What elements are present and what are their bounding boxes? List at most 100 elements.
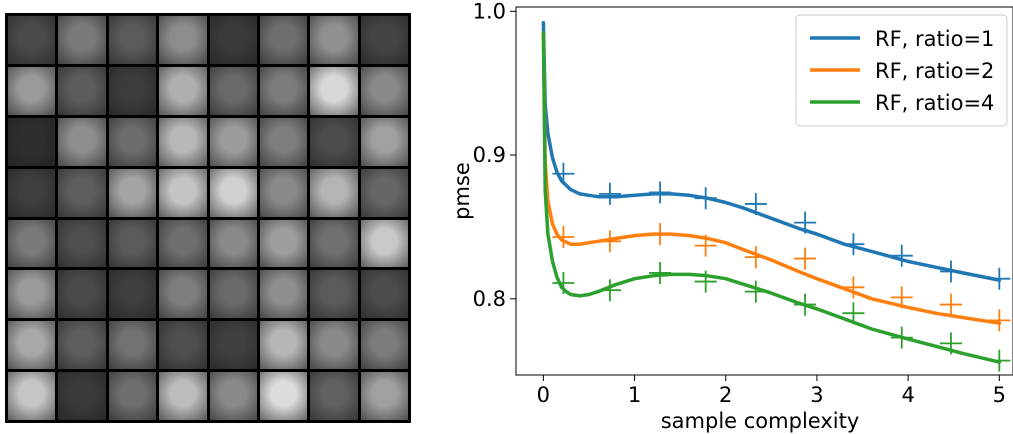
y-tick-label: 1.0 bbox=[473, 0, 506, 23]
sample-point-ratio4 bbox=[794, 293, 817, 316]
legend-frame bbox=[795, 14, 1008, 127]
y-tick-label: 0.8 bbox=[473, 287, 506, 311]
image-thumbnail bbox=[8, 270, 56, 319]
image-thumbnail bbox=[360, 372, 408, 420]
sample-point-ratio4 bbox=[744, 280, 767, 303]
image-thumbnail bbox=[159, 270, 207, 319]
x-tick-label: 3 bbox=[810, 383, 823, 407]
image-thumbnail bbox=[159, 219, 207, 268]
image-thumbnail bbox=[108, 168, 157, 217]
x-tick-label: 1 bbox=[628, 383, 641, 407]
image-thumbnail bbox=[159, 117, 207, 166]
legend-label-ratio4: RF, ratio=4 bbox=[875, 91, 994, 115]
image-thumbnail bbox=[108, 16, 157, 64]
sample-point-ratio1 bbox=[794, 211, 817, 234]
sample-point-ratio4 bbox=[552, 272, 575, 294]
image-thumbnail bbox=[310, 66, 358, 115]
sample-point-ratio2 bbox=[552, 226, 575, 248]
sample-point-ratio2 bbox=[890, 286, 913, 309]
legend: RF, ratio=1 RF, ratio=2 RF, ratio=4 bbox=[795, 14, 1008, 127]
image-thumbnail bbox=[209, 270, 257, 319]
image-thumbnail bbox=[58, 16, 106, 64]
image-thumbnail bbox=[108, 372, 157, 420]
x-tick-label: 4 bbox=[901, 383, 914, 407]
image-thumbnail bbox=[310, 219, 358, 268]
sample-point-ratio2 bbox=[694, 234, 717, 257]
image-thumbnail bbox=[259, 321, 308, 370]
x-tick-label: 0 bbox=[537, 383, 550, 407]
sample-point-ratio2 bbox=[988, 309, 1011, 332]
image-thumbnail bbox=[58, 117, 106, 166]
legend-label-ratio1: RF, ratio=1 bbox=[875, 27, 994, 51]
image-thumbnail bbox=[209, 117, 257, 166]
sample-point-ratio4 bbox=[598, 279, 621, 302]
image-thumbnail bbox=[159, 66, 207, 115]
image-thumbnail bbox=[58, 321, 106, 370]
image-thumbnail bbox=[259, 168, 308, 217]
image-thumbnail bbox=[360, 16, 408, 64]
image-thumbnail bbox=[360, 168, 408, 217]
sample-point-ratio1 bbox=[649, 181, 672, 204]
image-thumbnail bbox=[259, 219, 308, 268]
image-thumbnail bbox=[8, 219, 56, 268]
sample-point-ratio1 bbox=[890, 244, 913, 267]
x-tick-label: 5 bbox=[993, 383, 1006, 407]
image-thumbnail bbox=[108, 270, 157, 319]
sample-point-ratio2 bbox=[939, 293, 962, 316]
sample-point-ratio2 bbox=[794, 247, 817, 270]
sample-point-ratio4 bbox=[649, 261, 672, 284]
sample-point-ratio1 bbox=[552, 162, 575, 185]
image-thumbnail bbox=[310, 117, 358, 166]
image-thumbnail bbox=[310, 16, 358, 64]
image-thumbnail bbox=[209, 16, 257, 64]
sample-point-ratio4 bbox=[694, 270, 717, 293]
image-thumbnail bbox=[259, 16, 308, 64]
image-thumbnail bbox=[259, 270, 308, 319]
image-thumbnail bbox=[360, 117, 408, 166]
image-thumbnail bbox=[8, 117, 56, 166]
image-thumbnail bbox=[58, 168, 106, 217]
image-thumbnail bbox=[209, 321, 257, 370]
image-thumbnail bbox=[259, 117, 308, 166]
sample-point-ratio2 bbox=[598, 230, 621, 253]
sample-point-ratio4 bbox=[890, 326, 913, 349]
image-thumbnail bbox=[108, 321, 157, 370]
image-thumbnail bbox=[159, 321, 207, 370]
sample-point-ratio1 bbox=[939, 260, 962, 283]
x-axis-label: sample complexity bbox=[661, 409, 860, 433]
image-thumbnail bbox=[8, 66, 56, 115]
plot-marks bbox=[541, 21, 1011, 372]
image-thumbnail bbox=[8, 168, 56, 217]
sample-point-ratio1 bbox=[988, 267, 1011, 290]
sample-point-ratio4 bbox=[842, 302, 865, 325]
y-tick-label: 0.9 bbox=[473, 143, 506, 167]
image-thumbnail bbox=[108, 219, 157, 268]
image-thumbnail bbox=[310, 321, 358, 370]
image-thumbnail bbox=[108, 66, 157, 115]
image-thumbnail bbox=[360, 219, 408, 268]
image-thumbnail bbox=[8, 16, 56, 64]
image-sample-grid bbox=[5, 13, 411, 423]
sample-point-ratio4 bbox=[939, 332, 962, 355]
sample-point-ratio2 bbox=[649, 223, 672, 246]
image-thumbnail bbox=[8, 321, 56, 370]
image-thumbnail bbox=[209, 168, 257, 217]
image-thumbnail bbox=[8, 372, 56, 420]
sample-point-ratio2 bbox=[744, 246, 767, 269]
image-thumbnail bbox=[108, 117, 157, 166]
image-thumbnail bbox=[159, 16, 207, 64]
y-axis-label: pmse bbox=[450, 162, 474, 220]
legend-label-ratio2: RF, ratio=2 bbox=[875, 59, 994, 83]
image-thumbnail bbox=[209, 372, 257, 420]
image-thumbnail bbox=[360, 270, 408, 319]
image-thumbnail bbox=[58, 270, 106, 319]
image-thumbnail bbox=[360, 321, 408, 370]
sample-point-ratio1 bbox=[744, 192, 767, 215]
image-thumbnail bbox=[310, 372, 358, 420]
image-thumbnail bbox=[209, 66, 257, 115]
image-thumbnail bbox=[58, 372, 106, 420]
image-thumbnail bbox=[159, 168, 207, 217]
sample-point-ratio4 bbox=[988, 349, 1011, 372]
axes-frame bbox=[515, 6, 1013, 376]
